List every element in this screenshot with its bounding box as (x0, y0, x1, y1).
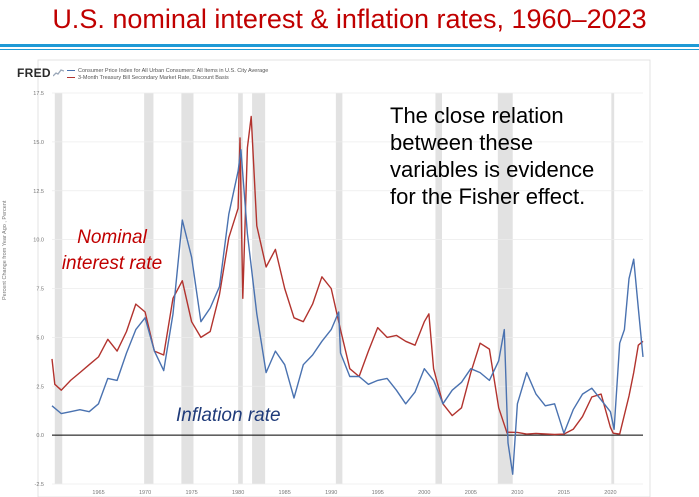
y-tick-label-2: 2.5 (36, 384, 44, 390)
title-rule-thin (0, 49, 699, 50)
legend-item-cpi: Consumer Price Index for All Urban Consu… (67, 68, 268, 75)
x-tick-label-1: 1970 (139, 490, 151, 496)
y-axis-label: Percent Change from Year Ago , Percent (2, 200, 8, 300)
x-tick-label-8: 2005 (465, 490, 477, 496)
legend-swatch-tbill (67, 76, 75, 79)
y-tick-label-6: 12.5 (33, 189, 44, 195)
x-tick-label-0: 1965 (92, 490, 104, 496)
fisher-annotation-line-4: for the Fisher effect. (390, 184, 586, 209)
fisher-annotation-line-2: between these (390, 130, 534, 155)
fred-logo: FRED (17, 66, 64, 80)
x-tick-label-11: 2020 (604, 490, 616, 496)
fred-logo-text: FRED (17, 66, 51, 80)
fisher-annotation: The close relation between these variabl… (390, 102, 690, 210)
x-tick-label-9: 2010 (511, 490, 523, 496)
y-tick-label-7: 15.0 (33, 140, 44, 146)
chart-frame (37, 59, 651, 497)
inflation-line (51, 148, 644, 475)
y-tick-label-5: 10.0 (33, 238, 44, 244)
slide-title: U.S. nominal interest & inflation rates,… (52, 4, 647, 34)
inflation-rate-annotation: Inflation rate (176, 405, 281, 426)
x-tick-label-7: 2000 (418, 490, 430, 496)
chart-legend: Consumer Price Index for All Urban Consu… (67, 68, 268, 82)
x-tick-label-4: 1985 (279, 490, 291, 496)
legend-label-cpi: Consumer Price Index for All Urban Consu… (78, 68, 269, 74)
sparkline-icon (52, 69, 64, 77)
x-tick-label-2: 1975 (185, 490, 197, 496)
y-tick-label-8: 17.5 (33, 91, 44, 97)
y-tick-label-4: 7.5 (36, 287, 44, 293)
legend-label-tbill: 3-Month Treasury Bill Secondary Market R… (78, 75, 229, 81)
fisher-annotation-line-3: variables is evidence (390, 157, 595, 182)
x-tick-label-3: 1980 (232, 490, 244, 496)
nominal-rate-annotation: Nominal interest rate (48, 225, 176, 277)
nominal-rate-annotation-line-2: interest rate (61, 253, 163, 274)
x-tick-label-10: 2015 (558, 490, 570, 496)
x-tick-label-5: 1990 (325, 490, 337, 496)
nominal-rate-annotation-line-1: Nominal (77, 227, 147, 248)
legend-swatch-cpi (67, 69, 75, 72)
y-tick-label-0: -2.5 (35, 482, 44, 488)
fisher-annotation-line-1: The close relation (390, 103, 564, 128)
x-tick-label-6: 1995 (372, 490, 384, 496)
legend-item-tbill: 3-Month Treasury Bill Secondary Market R… (67, 75, 268, 82)
y-tick-label-1: 0.0 (36, 433, 44, 439)
title-rule-thick (0, 44, 699, 47)
y-tick-label-3: 5.0 (36, 335, 44, 341)
